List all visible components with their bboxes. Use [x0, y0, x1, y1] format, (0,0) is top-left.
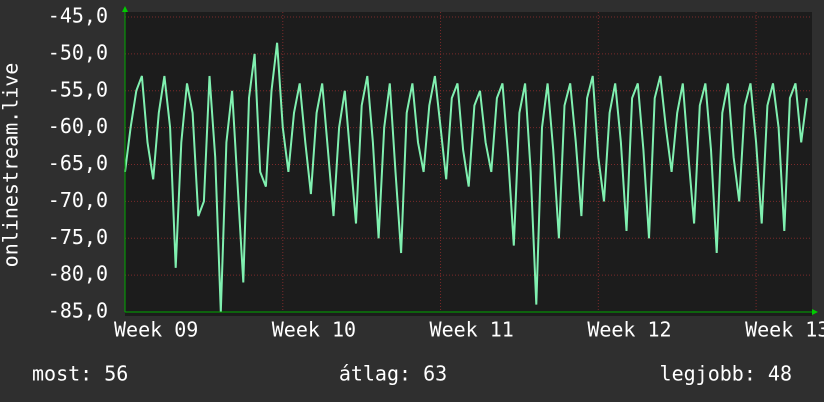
y-tick-label: -70,0: [48, 188, 108, 212]
series-line: [124, 42, 808, 313]
y-axis-label: onlinestream.live: [0, 63, 23, 268]
y-tick-label: -50,0: [48, 40, 108, 64]
plot-area: [125, 12, 812, 316]
x-tick-label: Week 12: [587, 318, 671, 342]
y-tick-label: -60,0: [48, 114, 108, 138]
y-tick-label: -45,0: [48, 4, 108, 28]
x-tick-label: Week 09: [114, 318, 198, 342]
y-tick-label: -55,0: [48, 77, 108, 101]
y-tick-label: -75,0: [48, 225, 108, 249]
stat: legjobb: 48: [660, 362, 792, 386]
stat: most: 56: [32, 362, 128, 386]
y-tick-label: -85,0: [48, 299, 108, 323]
x-tick-label: Week 13: [745, 318, 824, 342]
axis-arrow: [122, 6, 128, 12]
x-tick-label: Week 11: [430, 318, 514, 342]
stat: átlag: 63: [339, 362, 447, 386]
axis-arrow: [812, 309, 818, 315]
y-tick-label: -80,0: [48, 262, 108, 286]
y-tick-label: -65,0: [48, 151, 108, 175]
x-tick-label: Week 10: [272, 318, 356, 342]
